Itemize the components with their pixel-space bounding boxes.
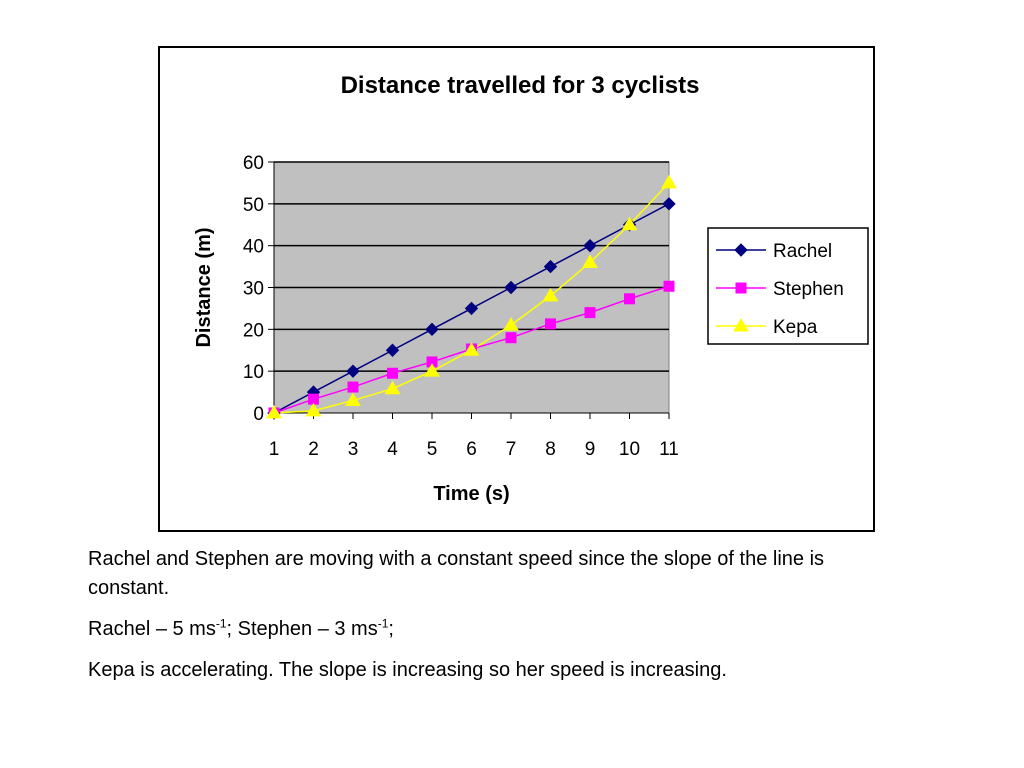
point-rachel <box>385 343 400 357</box>
y-tick-label: 60 <box>243 153 264 174</box>
point-kepa <box>266 405 282 419</box>
x-axis-label: Time (s) <box>433 483 509 505</box>
point-rachel <box>662 197 676 211</box>
note-stephen-speed: ; Stephen – 3 ms <box>226 618 378 640</box>
y-tick-label: 10 <box>243 362 264 383</box>
legend-label-stephen: Stephen <box>773 279 844 300</box>
point-kepa <box>384 380 401 395</box>
point-stephen <box>663 280 675 292</box>
point-stephen <box>387 367 398 379</box>
point-rachel <box>425 322 439 337</box>
note-speeds: Rachel – 5 ms-1; Stephen – 3 ms-1; <box>88 615 908 644</box>
point-stephen <box>308 393 319 405</box>
point-kepa <box>582 254 598 268</box>
chart-svg: Distance travelled for 3 cyclists 0 10 20 30… <box>193 72 869 505</box>
point-kepa <box>345 392 361 406</box>
legend-marker-rachel <box>734 243 748 257</box>
x-tick-label: 10 <box>619 439 640 460</box>
point-rachel <box>504 280 518 295</box>
y-axis-label: Distance (m) <box>193 227 215 347</box>
point-kepa <box>305 402 322 417</box>
x-tick-label: 5 <box>427 439 438 460</box>
y-tick-label: 50 <box>243 195 264 216</box>
point-stephen <box>624 293 635 305</box>
x-tick-label: 4 <box>387 439 398 460</box>
y-tick-label: 40 <box>243 237 264 258</box>
point-kepa <box>661 174 677 189</box>
legend-box <box>707 227 869 345</box>
point-kepa <box>463 342 480 356</box>
point-stephen <box>584 307 596 319</box>
y-tick-label: 30 <box>243 279 264 300</box>
x-tick-label: 2 <box>308 439 319 460</box>
x-tick-label: 1 <box>269 439 280 460</box>
chart-title: Distance travelled for 3 cyclists <box>341 72 700 99</box>
x-tick-label: 11 <box>659 439 679 460</box>
legend-marker-kepa <box>733 318 749 332</box>
chart-frame: Distance travelled for 3 cyclists 0 10 20 30… <box>158 46 875 532</box>
notes: Rachel and Stephen are moving with a con… <box>88 545 908 697</box>
point-kepa <box>503 317 519 331</box>
x-tick-label: 7 <box>506 439 517 460</box>
point-rachel <box>346 364 360 378</box>
note-end: ; <box>388 618 394 640</box>
legend-marker-stephen <box>735 282 747 294</box>
point-kepa <box>542 287 559 302</box>
note-sup-2: -1 <box>377 616 389 631</box>
note-constant-speed: Rachel and Stephen are moving with a con… <box>88 548 825 599</box>
legend-label-kepa: Kepa <box>773 317 818 338</box>
y-tick-label: 20 <box>243 320 264 341</box>
note-rachel-speed: Rachel – 5 ms <box>88 618 216 640</box>
y-tick-label: 0 <box>253 404 264 425</box>
x-tick-label: 3 <box>348 439 359 460</box>
point-stephen <box>347 381 359 393</box>
x-tick-label: 8 <box>545 439 556 460</box>
point-kepa <box>424 363 440 377</box>
point-stephen <box>505 332 517 344</box>
legend-label-rachel: Rachel <box>773 241 832 262</box>
point-rachel <box>543 259 558 274</box>
point-rachel <box>583 238 597 253</box>
x-tick-label: 6 <box>466 439 477 460</box>
point-rachel <box>464 301 479 316</box>
point-kepa <box>621 216 638 231</box>
point-stephen <box>545 318 556 330</box>
note-kepa-accelerating: Kepa is accelerating. The slope is incre… <box>88 659 727 681</box>
note-sup-1: -1 <box>215 616 227 631</box>
x-tick-label: 9 <box>585 439 596 460</box>
